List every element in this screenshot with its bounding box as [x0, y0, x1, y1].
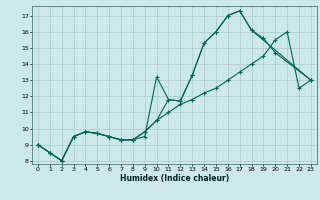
X-axis label: Humidex (Indice chaleur): Humidex (Indice chaleur): [120, 174, 229, 183]
